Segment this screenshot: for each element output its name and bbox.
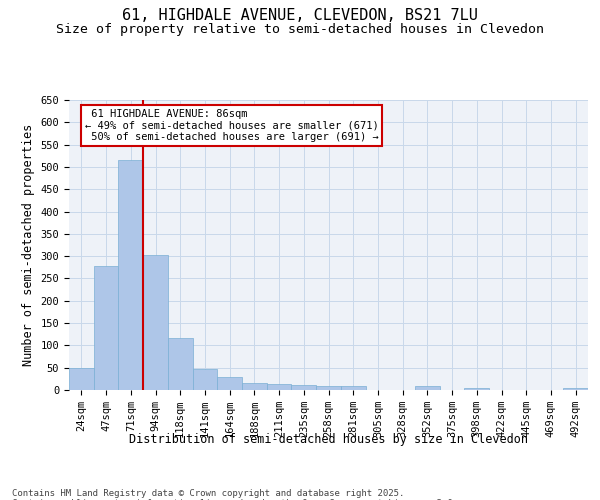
Bar [143,256,168,390]
Bar [267,384,292,390]
Y-axis label: Number of semi-detached properties: Number of semi-detached properties [22,124,35,366]
Bar [193,369,217,390]
Bar [118,160,143,390]
Bar [464,388,489,390]
Bar [242,383,267,390]
Bar [94,266,118,390]
Bar [341,386,365,390]
Bar [415,386,440,390]
Bar [69,368,94,390]
Text: 61 HIGHDALE AVENUE: 86sqm
← 49% of semi-detached houses are smaller (671)
 50% o: 61 HIGHDALE AVENUE: 86sqm ← 49% of semi-… [85,108,379,142]
Text: Contains HM Land Registry data © Crown copyright and database right 2025.: Contains HM Land Registry data © Crown c… [12,488,404,498]
Text: 61, HIGHDALE AVENUE, CLEVEDON, BS21 7LU: 61, HIGHDALE AVENUE, CLEVEDON, BS21 7LU [122,8,478,22]
Bar [563,388,588,390]
Text: Contains public sector information licensed under the Open Government Licence v3: Contains public sector information licen… [12,498,458,500]
Bar [217,376,242,390]
Text: Distribution of semi-detached houses by size in Clevedon: Distribution of semi-detached houses by … [130,432,528,446]
Bar [292,384,316,390]
Bar [316,386,341,390]
Text: Size of property relative to semi-detached houses in Clevedon: Size of property relative to semi-detach… [56,22,544,36]
Bar [168,338,193,390]
